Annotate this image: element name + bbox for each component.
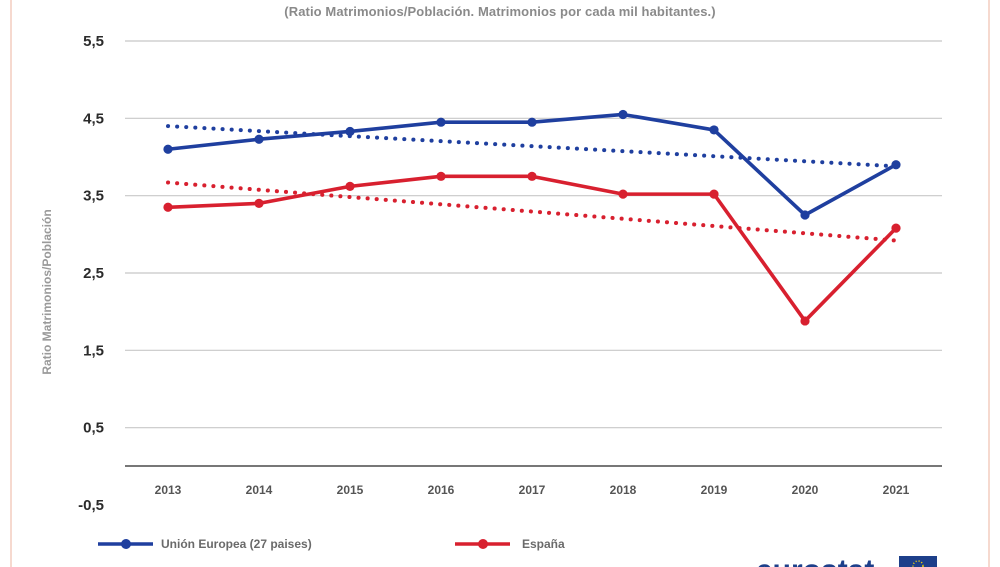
data-point <box>709 125 719 135</box>
data-point <box>618 109 628 120</box>
x-tick-label: 2017 <box>519 483 546 497</box>
x-tick-label: 2013 <box>155 483 182 497</box>
right-border <box>988 0 990 567</box>
y-tick-label: 5,5 <box>83 33 104 50</box>
data-point <box>345 126 355 137</box>
y-tick-label: 3,5 <box>83 188 104 205</box>
data-point <box>163 202 173 212</box>
x-tick-label: 2019 <box>701 483 728 497</box>
data-point <box>163 144 173 154</box>
x-tick-label: 2016 <box>428 483 455 497</box>
trend-lines <box>166 124 898 243</box>
data-point <box>891 223 901 233</box>
data-point <box>618 189 628 199</box>
x-tick-label: 2015 <box>337 483 364 497</box>
trend-line <box>166 124 898 169</box>
grid-layer <box>125 40 942 467</box>
eu-flag-icon <box>899 556 937 567</box>
data-point <box>254 198 264 208</box>
legend-marker <box>121 539 131 549</box>
trend-line <box>166 180 898 243</box>
data-point <box>800 316 810 326</box>
eu-stars-icon <box>912 560 924 567</box>
eurostat-logo: eurostat <box>756 554 937 567</box>
y-axis-ticks: 5,5 4,5 3,5 2,5 1,5 0,5 -0,5 <box>78 33 104 514</box>
y-tick-label: -0,5 <box>78 497 104 514</box>
series-lines <box>163 109 901 326</box>
data-point <box>254 134 264 144</box>
data-point <box>891 160 901 170</box>
legend: Unión Europea (27 paises) España <box>98 537 565 551</box>
eurostat-logo-text: eurostat <box>756 554 874 567</box>
x-axis-ticks: 2013 2014 2015 2016 2017 2018 2019 2020 2021 <box>155 483 910 497</box>
x-tick-label: 2018 <box>610 483 637 497</box>
x-tick-label: 2014 <box>246 483 273 497</box>
legend-label: Unión Europea (27 paises) <box>161 537 312 551</box>
x-tick-label: 2020 <box>792 483 819 497</box>
chart-subtitle: (Ratio Matrimonios/Población. Matrimonio… <box>284 4 716 19</box>
data-point <box>345 181 355 191</box>
y-tick-label: 2,5 <box>83 265 104 282</box>
data-point <box>527 117 537 127</box>
y-tick-label: 0,5 <box>83 420 104 437</box>
y-tick-label: 1,5 <box>83 342 104 359</box>
data-point <box>436 171 446 181</box>
data-point <box>527 171 537 181</box>
y-tick-label: 4,5 <box>83 110 104 127</box>
data-point <box>800 210 810 220</box>
x-tick-label: 2021 <box>883 483 910 497</box>
legend-marker <box>478 539 488 549</box>
legend-label: España <box>522 537 565 551</box>
left-border <box>10 0 12 567</box>
data-point <box>436 117 446 127</box>
data-point <box>709 189 719 199</box>
y-axis-label: Ratio Matrimonios/Población <box>40 209 54 374</box>
